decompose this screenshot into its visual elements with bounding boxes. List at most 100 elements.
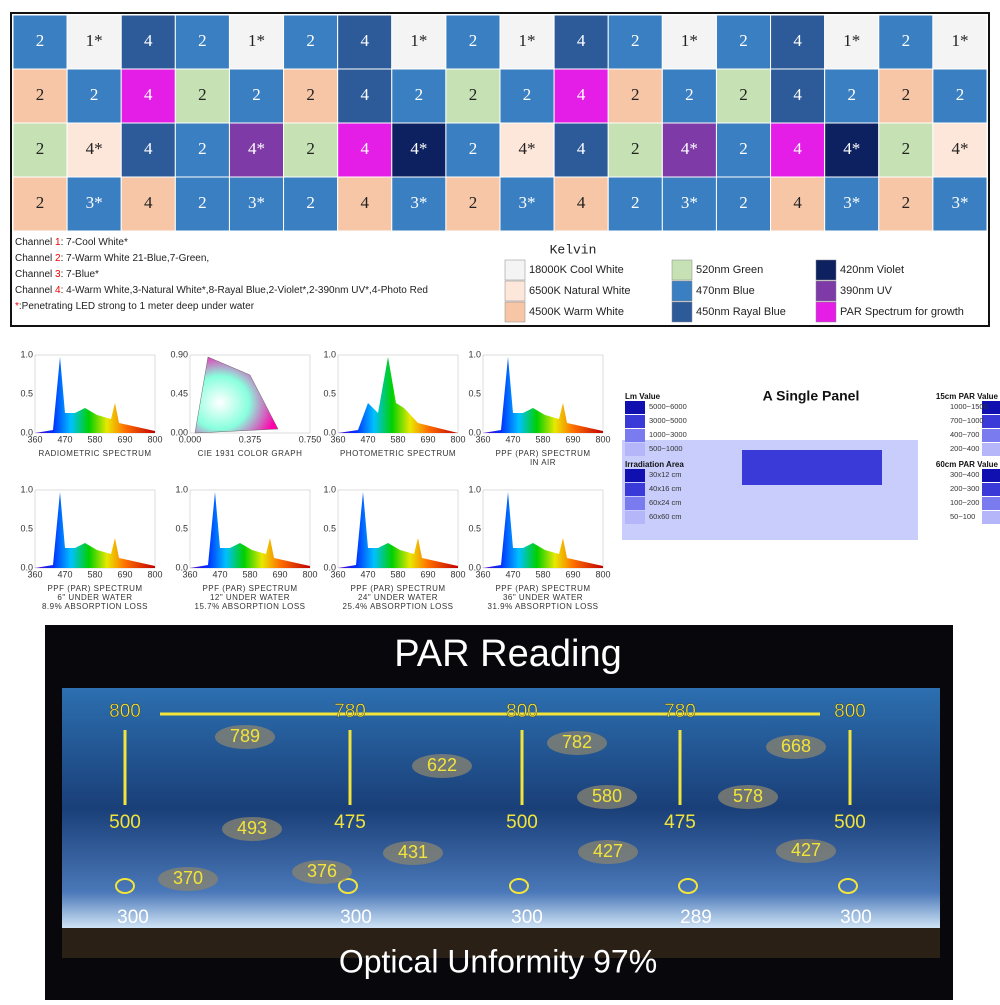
led-label: 3* — [410, 193, 427, 212]
led-cell — [661, 122, 717, 178]
spectrum-curve — [338, 357, 458, 433]
led-cell — [715, 176, 772, 232]
led-label: 2 — [902, 139, 911, 158]
legend-swatch — [504, 280, 526, 302]
par-reading: 427 — [791, 840, 821, 860]
led-label: 2 — [902, 85, 911, 104]
reading-badge — [215, 725, 275, 749]
led-label: 3* — [681, 193, 698, 212]
x-tick-label: 360 — [330, 434, 345, 444]
par-bottom: 289 — [680, 907, 712, 928]
y-tick-label: 0.0 — [175, 562, 188, 572]
y-tick-label: 0.0 — [468, 562, 481, 572]
y-tick-label: 1.0 — [468, 349, 481, 359]
x-tick-label: 470 — [505, 569, 520, 579]
reading-badge — [292, 860, 352, 884]
led-cell — [391, 176, 447, 232]
panel-swatch — [625, 415, 645, 428]
par-reading: 427 — [593, 841, 623, 861]
panel-item: 100~200 — [950, 498, 979, 507]
x-tick-label: 470 — [57, 569, 72, 579]
channel-desc: : 7-Warm White 21-Blue,7-Green, — [61, 253, 210, 264]
spectrum-caption: PPF (PAR) SPECTRUM — [202, 584, 297, 593]
par-bottom: 300 — [511, 907, 543, 928]
y-tick-label: 0.5 — [20, 523, 33, 533]
panel-swatch — [982, 401, 1000, 414]
led-cell — [715, 68, 772, 124]
par-reading: 578 — [733, 786, 763, 806]
panel-item: 60x60 cm — [649, 512, 682, 521]
channel-desc: : 7-Blue* — [61, 269, 99, 280]
legend-swatch — [671, 259, 693, 281]
x-tick-label: 360 — [27, 569, 42, 579]
spectrum-curve — [483, 492, 603, 568]
led-cell — [445, 68, 501, 124]
led-label: 4 — [577, 193, 586, 212]
led-label: 2 — [36, 193, 45, 212]
panel-swatch — [982, 443, 1000, 456]
panel-swatch — [625, 469, 645, 482]
spectrum-caption: 6" UNDER WATER — [57, 593, 132, 602]
y-tick-label: 0.5 — [468, 388, 481, 398]
panel-item: 5000~6000 — [649, 402, 687, 411]
panel-item: 200~300 — [950, 484, 979, 493]
led-label: 4 — [360, 85, 369, 104]
led-cell — [932, 122, 988, 178]
legend-label: PAR Spectrum for growth — [840, 306, 964, 318]
led-label: 4* — [519, 139, 536, 158]
legend-swatch — [504, 301, 526, 323]
par-reading: 493 — [237, 818, 267, 838]
led-cell — [66, 68, 122, 124]
x-tick-label: 360 — [330, 569, 345, 579]
panel-swatch — [625, 483, 645, 496]
reading-badge — [718, 785, 778, 809]
led-cell — [878, 176, 934, 232]
led-label: 4 — [144, 139, 153, 158]
led-label: 2 — [415, 85, 424, 104]
led-cell — [607, 176, 663, 232]
channel-number: 2 — [55, 253, 61, 264]
x-tick-label: 800 — [147, 569, 162, 579]
spectrum-caption: RADIOMETRIC SPECTRUM — [38, 449, 151, 458]
spectrum-caption: PPF (PAR) SPECTRUM — [495, 449, 590, 458]
x-tick-label: 580 — [242, 569, 257, 579]
legend-label: 450nm Rayal Blue — [696, 306, 786, 318]
x-tick-label: 690 — [420, 569, 435, 579]
par-top: 780 — [334, 701, 366, 722]
led-cell — [607, 68, 663, 124]
x-tick-label: 580 — [535, 434, 550, 444]
par-middle: 475 — [664, 812, 696, 833]
led-label: 2 — [631, 193, 640, 212]
y-tick-label: 1.0 — [20, 484, 33, 494]
panel-group-title: 60cm PAR Value — [936, 460, 999, 469]
y-tick-label: 1.0 — [468, 484, 481, 494]
led-label: 1* — [248, 31, 265, 50]
y-tick-label: 0.0 — [323, 427, 336, 437]
spectrum-caption: 24" UNDER WATER — [358, 593, 438, 602]
par-middle: 475 — [334, 812, 366, 833]
led-label: 4* — [410, 139, 427, 158]
reading-badge — [412, 754, 472, 778]
par-middle: 500 — [834, 812, 866, 833]
legend-label: 470nm Blue — [696, 285, 755, 297]
panel-swatch — [982, 483, 1000, 496]
led-label: 4* — [86, 139, 103, 158]
channel-name: Channel — [15, 237, 55, 248]
channel-text: Channel 4: 4-Warm White,3-Natural White*… — [15, 285, 428, 296]
channel-text: Channel 3: 7-Blue* — [15, 269, 99, 280]
led-label: 2 — [469, 31, 478, 50]
par-reading: 376 — [307, 861, 337, 881]
panel-swatch — [982, 415, 1000, 428]
y-tick-label: 0.0 — [20, 427, 33, 437]
led-label: 2 — [847, 85, 856, 104]
led-label: 4 — [144, 193, 153, 212]
y-tick-label: 1.0 — [20, 349, 33, 359]
led-cell — [661, 176, 717, 232]
x-tick-label: 800 — [595, 434, 610, 444]
x-tick-label: 0.000 — [179, 434, 202, 444]
x-tick-label: 470 — [360, 569, 375, 579]
led-label: 3* — [519, 193, 536, 212]
led-cell — [391, 68, 447, 124]
tank-base — [62, 928, 940, 958]
legend-label: 4500K Warm White — [529, 306, 624, 318]
